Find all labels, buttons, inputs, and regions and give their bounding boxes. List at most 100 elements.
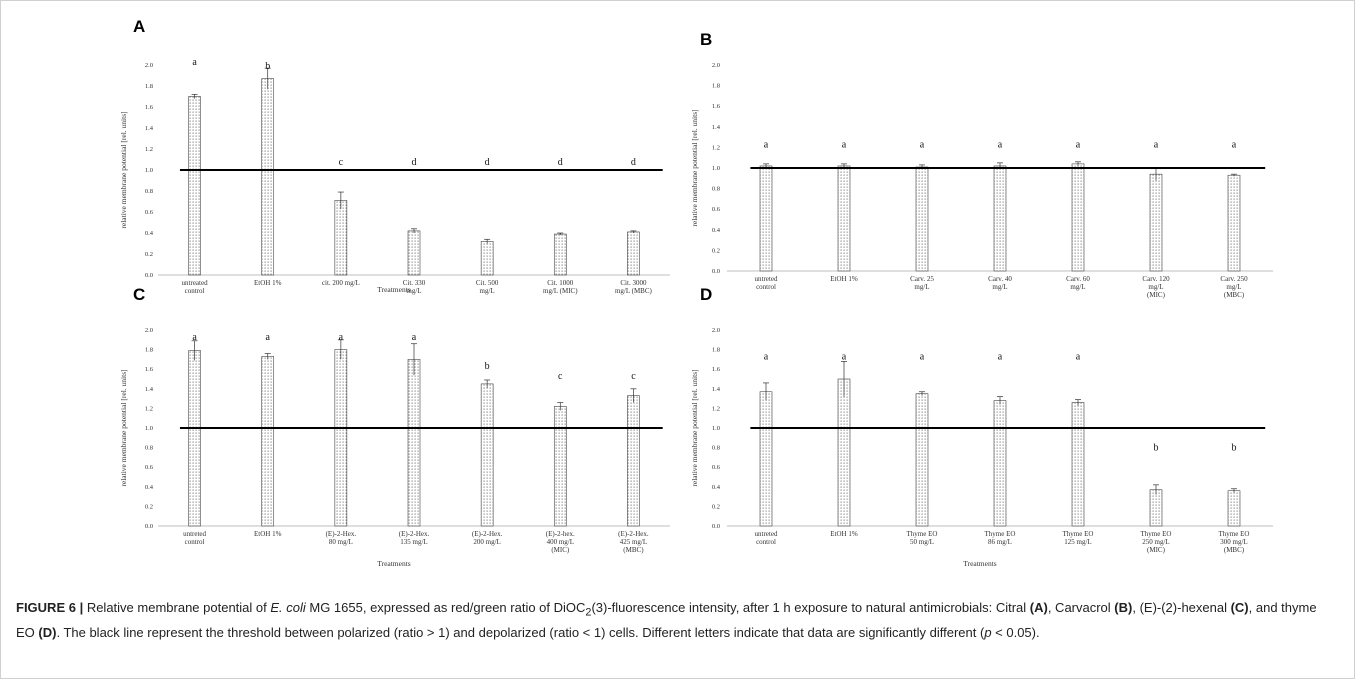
- significance-letter: d: [631, 157, 636, 168]
- y-tick-label: 1.6: [712, 103, 721, 110]
- x-category-label: EtOH 1%: [254, 279, 282, 287]
- y-tick-label: 1.4: [712, 124, 721, 131]
- x-category-label: EtOH 1%: [830, 275, 858, 283]
- x-category-label: Carv. 120 mg/L (MIC): [1142, 275, 1170, 299]
- significance-letter: c: [339, 157, 344, 168]
- caption-text-1: Relative membrane potential of: [83, 600, 271, 615]
- bar: [1071, 402, 1085, 527]
- x-category-label: (E)-2-Hex. 80 mg/L: [326, 530, 357, 546]
- bar: [993, 400, 1007, 527]
- significance-letter: a: [192, 332, 197, 343]
- x-category-label: untreated control: [182, 279, 209, 295]
- significance-letter: a: [265, 332, 270, 343]
- bar: [261, 78, 275, 276]
- x-category-label: Carv. 250 mg/L (MBC): [1220, 275, 1248, 299]
- bar: [915, 393, 929, 527]
- bar: [334, 200, 348, 276]
- y-tick-label: 0.4: [712, 227, 721, 234]
- y-tick-label: 0.0: [712, 523, 720, 530]
- y-tick-label: 1.4: [145, 125, 154, 132]
- x-category-label: (E)-2-Hex. 135 mg/L: [399, 530, 430, 546]
- y-tick-label: 0.8: [145, 188, 153, 195]
- caption-label: FIGURE 6 |: [16, 600, 84, 615]
- significance-letter: c: [631, 371, 636, 382]
- y-tick-label: 1.0: [712, 425, 720, 432]
- x-category-label: Carv. 60 mg/L: [1066, 275, 1090, 291]
- y-tick-label: 1.2: [712, 405, 720, 412]
- significance-letter: a: [920, 351, 925, 362]
- significance-letter: d: [558, 157, 563, 168]
- x-category-label: Carv. 25 mg/L: [910, 275, 934, 291]
- caption-ref-a: (A): [1029, 600, 1048, 615]
- x-category-label: Thyme EO 50 mg/L: [907, 530, 938, 546]
- y-tick-label: 1.6: [145, 366, 154, 373]
- caption-text-6: , and thyme EO: [16, 600, 1317, 640]
- significance-letter: a: [1232, 139, 1237, 150]
- x-category-label: Thyme EO 300 mg/L (MBC): [1219, 530, 1250, 554]
- panel-letter: A: [133, 17, 145, 36]
- caption-p-symbol: p: [984, 624, 992, 640]
- y-tick-label: 0.4: [712, 484, 721, 491]
- significance-letter: a: [842, 139, 847, 150]
- y-tick-label: 0.6: [712, 206, 721, 213]
- significance-letter: d: [485, 157, 490, 168]
- significance-letter: a: [1076, 351, 1081, 362]
- x-category-label: Thyme EO 250 mg/L (MIC): [1141, 530, 1172, 554]
- x-category-label: (E)-2-Hex. 200 mg/L: [472, 530, 503, 546]
- y-axis-title: relative membrane potential [rel. units]: [690, 369, 699, 486]
- x-category-label: (E)-2-Hex. 425 mg/L (MBC): [618, 530, 649, 554]
- significance-letter: a: [842, 351, 847, 362]
- y-tick-label: 0.0: [712, 268, 720, 275]
- x-category-label: (E)-2-hex. 400 mg/L (MIC): [546, 530, 575, 554]
- bar: [480, 383, 494, 527]
- y-tick-label: 1.4: [145, 386, 154, 393]
- x-category-label: Carv. 40 mg/L: [988, 275, 1012, 291]
- significance-letter: a: [1076, 139, 1081, 150]
- y-tick-label: 0.0: [145, 523, 153, 530]
- significance-letter: a: [339, 332, 344, 343]
- bar: [261, 356, 275, 527]
- y-tick-label: 1.0: [145, 425, 153, 432]
- bar: [480, 241, 494, 276]
- significance-letter: d: [412, 157, 417, 168]
- y-tick-label: 1.8: [145, 347, 153, 354]
- y-tick-label: 1.2: [712, 144, 720, 151]
- y-tick-label: 0.4: [145, 484, 154, 491]
- bar: [407, 230, 421, 276]
- caption-subscript: 2: [585, 606, 592, 619]
- bar: [627, 395, 640, 527]
- significance-letter: b: [1232, 443, 1237, 454]
- caption-text-3: (3)-fluorescence intensity, after 1 h ex…: [591, 600, 1030, 615]
- y-tick-label: 0.8: [712, 186, 720, 193]
- bar: [553, 406, 567, 527]
- caption-text-2: MG 1655, expressed as red/green ratio of…: [305, 600, 586, 615]
- x-category-label: Thyme EO 86 mg/L: [985, 530, 1016, 546]
- y-tick-label: 2.0: [712, 327, 720, 334]
- x-category-label: Thyme EO 125 mg/L: [1063, 530, 1094, 546]
- x-axis-title: Treatments: [963, 559, 997, 568]
- x-category-label: cit. 200 mg/L: [322, 279, 360, 287]
- bar: [915, 166, 929, 272]
- y-tick-label: 1.2: [145, 405, 153, 412]
- y-axis-title: relative membrane potential [rel. units]: [690, 109, 699, 226]
- y-tick-label: 0.0: [145, 272, 153, 279]
- bar: [837, 378, 851, 527]
- bar: [759, 165, 773, 272]
- y-tick-label: 0.2: [145, 503, 153, 510]
- bar: [407, 359, 421, 527]
- y-tick-label: 0.2: [712, 503, 720, 510]
- bar: [1149, 173, 1163, 272]
- x-category-label: Cit. 1000 mg/L (MIC): [543, 279, 578, 295]
- y-tick-label: 2.0: [145, 327, 153, 334]
- bar: [1227, 490, 1241, 527]
- caption-text-4: , Carvacrol: [1047, 600, 1115, 615]
- chart-panel-c: C 0.0 0.2 0.4 0.6 0.8 1.0 1.2 1.4 1.6 1.8 2.0 relati…: [119, 285, 670, 568]
- caption-text-8: < 0.05).: [991, 624, 1040, 640]
- x-category-label: Cit. 3000 mg/L (MBC): [615, 279, 653, 295]
- x-category-label: EtOH 1%: [830, 530, 858, 538]
- figure-charts: A 0.0 0.2 0.4 0.6 0.8 1.0 1.2 1.4 1.6 1.8 2.0 relati…: [119, 17, 1273, 568]
- significance-letter: b: [265, 61, 270, 72]
- bar: [627, 231, 640, 276]
- panel-letter: C: [133, 285, 145, 304]
